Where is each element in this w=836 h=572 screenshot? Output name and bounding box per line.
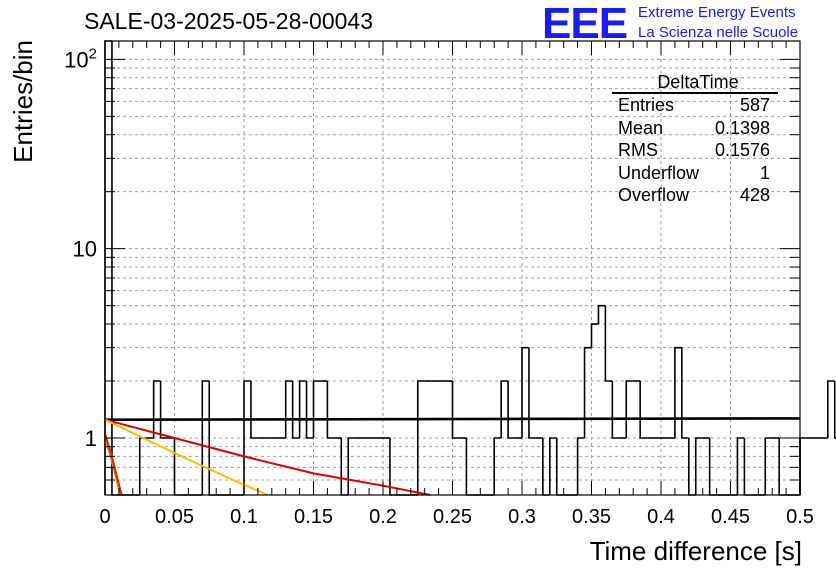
stats-label: RMS <box>618 140 658 160</box>
histogram-bin <box>590 323 599 348</box>
histogram-bin <box>764 437 773 495</box>
y-tick-labels: 1 10 102 <box>64 45 97 451</box>
histogram-bin <box>604 305 613 382</box>
histogram-bin <box>694 437 703 495</box>
y-tick-label: 102 <box>64 45 97 72</box>
x-tick-label: 0.35 <box>572 506 611 528</box>
fit-curve <box>104 418 431 496</box>
histogram-bin <box>326 381 335 439</box>
axis-ticks <box>104 41 801 496</box>
stats-value: 0.1398 <box>714 117 770 138</box>
histogram-bin <box>799 437 807 495</box>
histogram-bin <box>549 437 557 495</box>
x-tick-label: 0.15 <box>294 506 333 528</box>
histogram-bin <box>347 437 356 495</box>
histogram-bin <box>528 347 536 439</box>
histogram-bin <box>674 346 682 439</box>
histogram-bin <box>736 437 745 495</box>
stats-box: DeltaTime Entries 587 Mean 0.1398 RMS 0.… <box>612 72 778 207</box>
x-tick-label: 0.4 <box>647 506 675 528</box>
stats-value: 1 <box>759 162 770 183</box>
stats-row-overflow: Overflow 428 <box>612 184 778 207</box>
x-tick-label: 0 <box>99 506 110 528</box>
histogram-bin <box>250 381 258 439</box>
stats-row-underflow: Underflow 1 <box>612 162 778 185</box>
histogram-bin <box>284 380 293 439</box>
histogram-bin <box>576 437 585 495</box>
x-tick-labels: 0 0.05 0.1 0.15 0.2 0.25 0.3 0.35 0.4 0.45 0.5 <box>99 506 813 528</box>
eee-logo: EEE <box>542 0 628 48</box>
histogram-bin <box>104 40 112 495</box>
logo-caption-line2: La Scienza nelle Scuole <box>638 24 799 41</box>
histogram-bin <box>507 381 516 439</box>
y-axis-title: Entries/bin <box>8 40 38 163</box>
stats-title: DeltaTime <box>612 72 778 94</box>
histogram-bin <box>416 380 425 495</box>
x-tick-label: 0.2 <box>369 506 397 528</box>
histogram-bin <box>833 381 836 439</box>
histogram-bin <box>159 381 168 439</box>
x-tick-label: 0.25 <box>433 506 472 528</box>
logo-caption: Extreme Energy Events La Scienza nelle S… <box>638 3 798 43</box>
histogram-bin <box>521 346 529 439</box>
histogram-bin <box>493 437 502 495</box>
histogram-bin <box>597 304 606 325</box>
x-tick-label: 0.05 <box>155 506 194 528</box>
fit-curve <box>104 417 801 422</box>
histogram-bin <box>625 380 634 439</box>
stats-value: 587 <box>739 95 770 115</box>
stats-label: Entries <box>618 95 675 115</box>
histogram-bin <box>639 381 648 439</box>
histogram-bin <box>500 380 509 439</box>
y-tick-label: 1 <box>85 426 97 451</box>
x-tick-label: 0.1 <box>230 506 258 528</box>
histogram-bin <box>583 346 592 439</box>
stats-value: 428 <box>739 185 770 205</box>
x-tick-label: 0.45 <box>711 506 750 528</box>
stats-row-rms: RMS 0.1576 <box>612 139 778 162</box>
histogram-bin <box>305 381 314 439</box>
x-axis-title: Time difference [s] <box>590 536 802 566</box>
stats-row-mean: Mean 0.1398 <box>612 117 778 140</box>
y-tick-label: 10 <box>73 237 97 262</box>
histogram-bin <box>291 381 300 439</box>
run-title: SALE-03-2025-05-28-00043 <box>84 8 373 34</box>
stats-label: Overflow <box>618 185 690 205</box>
histogram-bin <box>451 381 460 439</box>
histogram-bin <box>312 380 321 439</box>
fit-curve <box>104 433 123 496</box>
fit-curve <box>104 418 269 496</box>
histogram-bin <box>827 380 835 439</box>
fit-curves <box>104 417 801 496</box>
stats-value: 0.1576 <box>714 140 770 160</box>
stats-row-entries: Entries 587 <box>612 94 778 117</box>
histogram-bin <box>611 381 620 439</box>
x-tick-label: 0.5 <box>786 506 814 528</box>
histogram-bin <box>201 380 210 495</box>
stats-label: Underflow <box>618 162 700 183</box>
logo-caption-line1: Extreme Energy Events <box>638 4 796 21</box>
histogram-bin <box>298 380 307 439</box>
histogram-bin <box>681 347 689 439</box>
x-tick-label: 0.3 <box>508 506 536 528</box>
stats-label: Mean <box>618 117 664 138</box>
histogram-bin <box>152 380 161 439</box>
